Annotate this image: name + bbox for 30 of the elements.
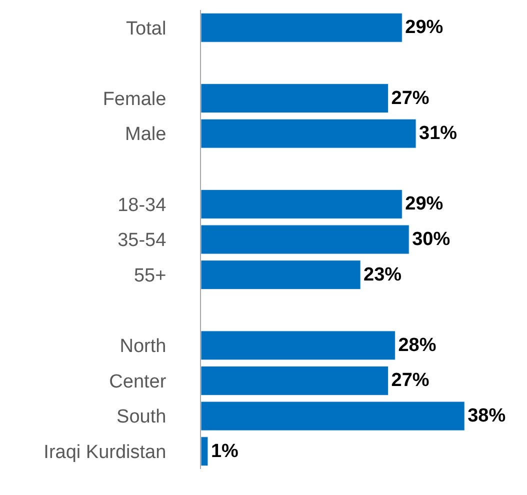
y-tick-label: 55+ <box>134 265 166 286</box>
data-label: 38% <box>468 406 506 427</box>
data-label: 27% <box>391 370 430 392</box>
bar <box>201 118 416 148</box>
data-label: 1% <box>210 440 239 462</box>
y-tick-label: 35-54 <box>118 230 167 252</box>
bar <box>201 84 389 113</box>
y-tick-label: Center <box>109 371 167 392</box>
y-tick-label: Total <box>126 18 166 40</box>
data-label: 29% <box>405 194 444 215</box>
y-tick-label: Male <box>125 124 166 146</box>
data-label: 23% <box>364 264 402 286</box>
bar <box>201 330 396 360</box>
bar <box>201 436 208 466</box>
bar <box>201 366 389 396</box>
data-label: 31% <box>419 123 458 144</box>
data-label: 27% <box>391 88 430 109</box>
data-label: 28% <box>398 334 436 356</box>
bar <box>201 224 410 254</box>
y-tick-label: North <box>120 336 166 358</box>
bar <box>201 12 402 42</box>
bar <box>201 260 361 290</box>
data-label: 30% <box>412 229 450 250</box>
data-label: 29% <box>405 17 444 38</box>
y-tick-label: South <box>116 406 166 428</box>
y-tick-label: Iraqi Kurdistan <box>44 442 166 463</box>
bar <box>201 189 402 219</box>
bar <box>201 401 465 431</box>
y-tick-label: Female <box>102 88 166 110</box>
y-tick-label: 18-34 <box>118 194 167 216</box>
